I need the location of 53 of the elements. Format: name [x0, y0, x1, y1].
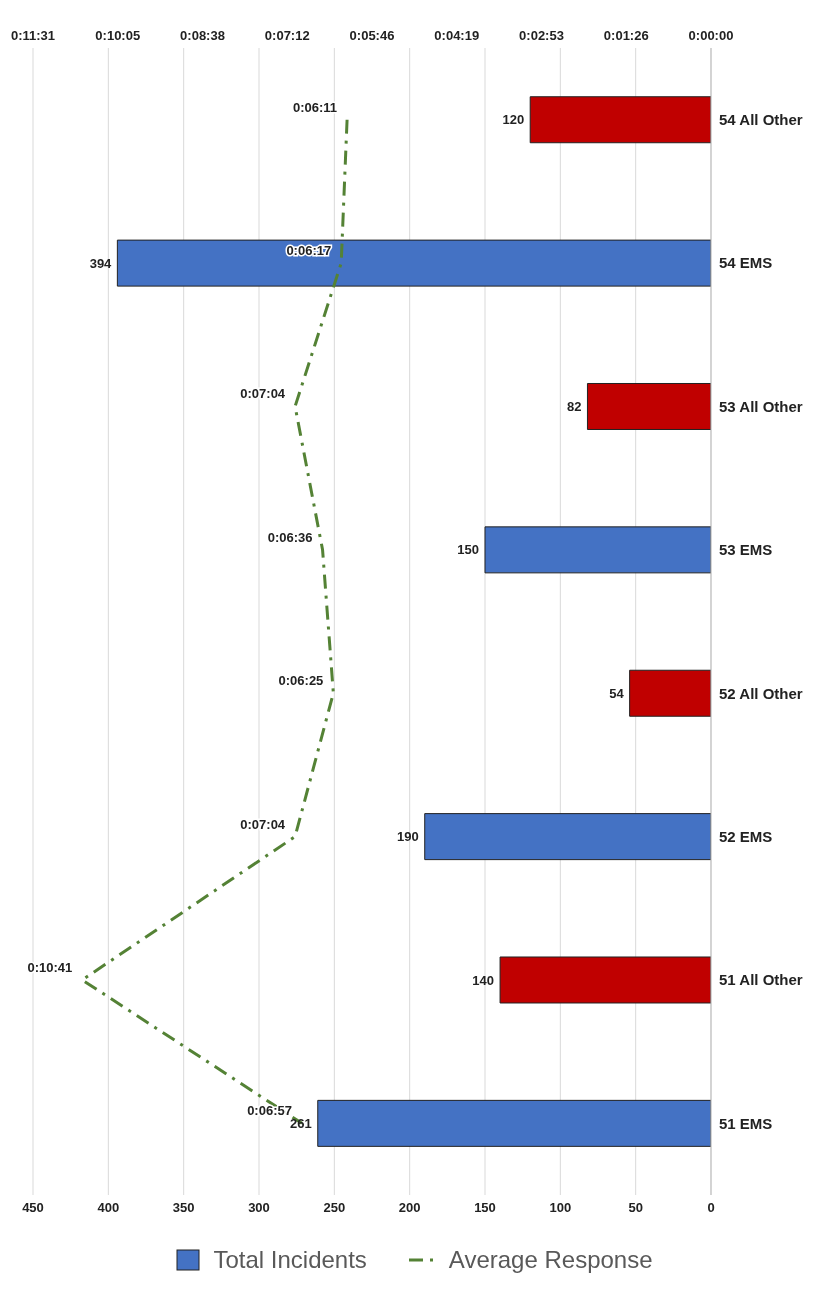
x2-tick-label: 0:10:05 [95, 28, 141, 43]
data-label: 0:07:04 [240, 386, 286, 402]
x-tick-label: 100 [549, 1200, 572, 1216]
x2-tick-label: 0:11:31 [10, 28, 56, 43]
data-label: 120 [502, 112, 525, 128]
x2-tick-label: 0:00:00 [688, 28, 734, 43]
x2-tick-label: 0:05:46 [349, 28, 395, 43]
data-label: 140 [472, 972, 495, 988]
x-tick-label: 300 [248, 1200, 270, 1216]
data-label: 0:06:36 [267, 529, 313, 545]
data-label: 0:07:04 [240, 816, 286, 832]
x-tick-label: 200 [398, 1200, 421, 1216]
data-label: 394 [89, 255, 113, 271]
data-label: 190 [397, 829, 419, 845]
data-label: 261 [290, 1115, 312, 1131]
data-label: 82 [566, 399, 582, 415]
x2-tick-label: 0:02:53 [519, 28, 564, 43]
bar [317, 1099, 711, 1147]
y-tick-label: 53 EMS [719, 541, 773, 559]
y-tick-label: 53 All Other [719, 397, 803, 415]
y-tick-label: 54 EMS [719, 254, 773, 272]
x-tick-label: 250 [323, 1200, 346, 1216]
y-tick-label: 54 All Other [719, 111, 803, 129]
bar [586, 383, 711, 430]
bar [529, 96, 711, 144]
y-tick-label: 51 All Other [719, 971, 803, 989]
x-tick-label: 450 [22, 1200, 44, 1216]
x2-tick-label: 0:04:19 [434, 28, 480, 43]
bar [116, 239, 711, 287]
x2-tick-label: 0:01:26 [603, 28, 649, 43]
data-label: 150 [457, 542, 479, 558]
x-tick-label: 50 [628, 1200, 643, 1216]
x-tick-label: 400 [97, 1200, 120, 1216]
legend-label: Average Response [448, 1246, 653, 1274]
data-label: 54 [609, 685, 625, 701]
data-label: 0:06:11 [292, 99, 338, 115]
data-label: 0:10:41 [27, 959, 73, 975]
data-label: 0:06:17 [286, 243, 332, 259]
x-tick-label: 0 [707, 1200, 715, 1216]
legend-label: Total Incidents [213, 1246, 367, 1274]
y-tick-label: 52 EMS [719, 827, 773, 845]
bar [499, 956, 711, 1004]
x-tick-label: 150 [474, 1200, 496, 1216]
x2-tick-label: 0:07:12 [264, 28, 310, 43]
data-label: 0:06:25 [278, 673, 324, 689]
y-tick-label: 51 EMS [719, 1114, 773, 1132]
bar [484, 526, 711, 574]
x2-tick-label: 0:08:38 [180, 28, 225, 43]
bar [629, 669, 711, 717]
data-label: 0:06:57 [247, 1103, 292, 1119]
y-tick-label: 52 All Other [719, 684, 803, 702]
bar [424, 813, 711, 861]
x-tick-label: 350 [172, 1200, 195, 1216]
